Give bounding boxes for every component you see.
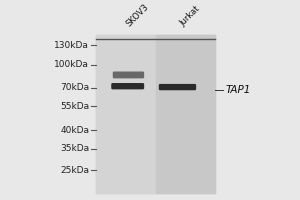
Text: 70kDa: 70kDa <box>60 83 89 92</box>
Text: 35kDa: 35kDa <box>60 144 89 153</box>
FancyBboxPatch shape <box>160 85 196 90</box>
Bar <box>97 35 156 193</box>
Text: SKOV3: SKOV3 <box>124 2 150 28</box>
Text: 25kDa: 25kDa <box>60 166 89 175</box>
Text: Jurkat: Jurkat <box>178 5 202 28</box>
Bar <box>156 35 215 193</box>
Text: 100kDa: 100kDa <box>54 60 89 69</box>
Text: 130kDa: 130kDa <box>54 41 89 50</box>
FancyBboxPatch shape <box>112 84 143 89</box>
Bar <box>97 35 215 193</box>
Text: 55kDa: 55kDa <box>60 102 89 111</box>
FancyBboxPatch shape <box>113 72 143 78</box>
Text: TAP1: TAP1 <box>226 85 251 95</box>
Text: 40kDa: 40kDa <box>60 126 89 135</box>
